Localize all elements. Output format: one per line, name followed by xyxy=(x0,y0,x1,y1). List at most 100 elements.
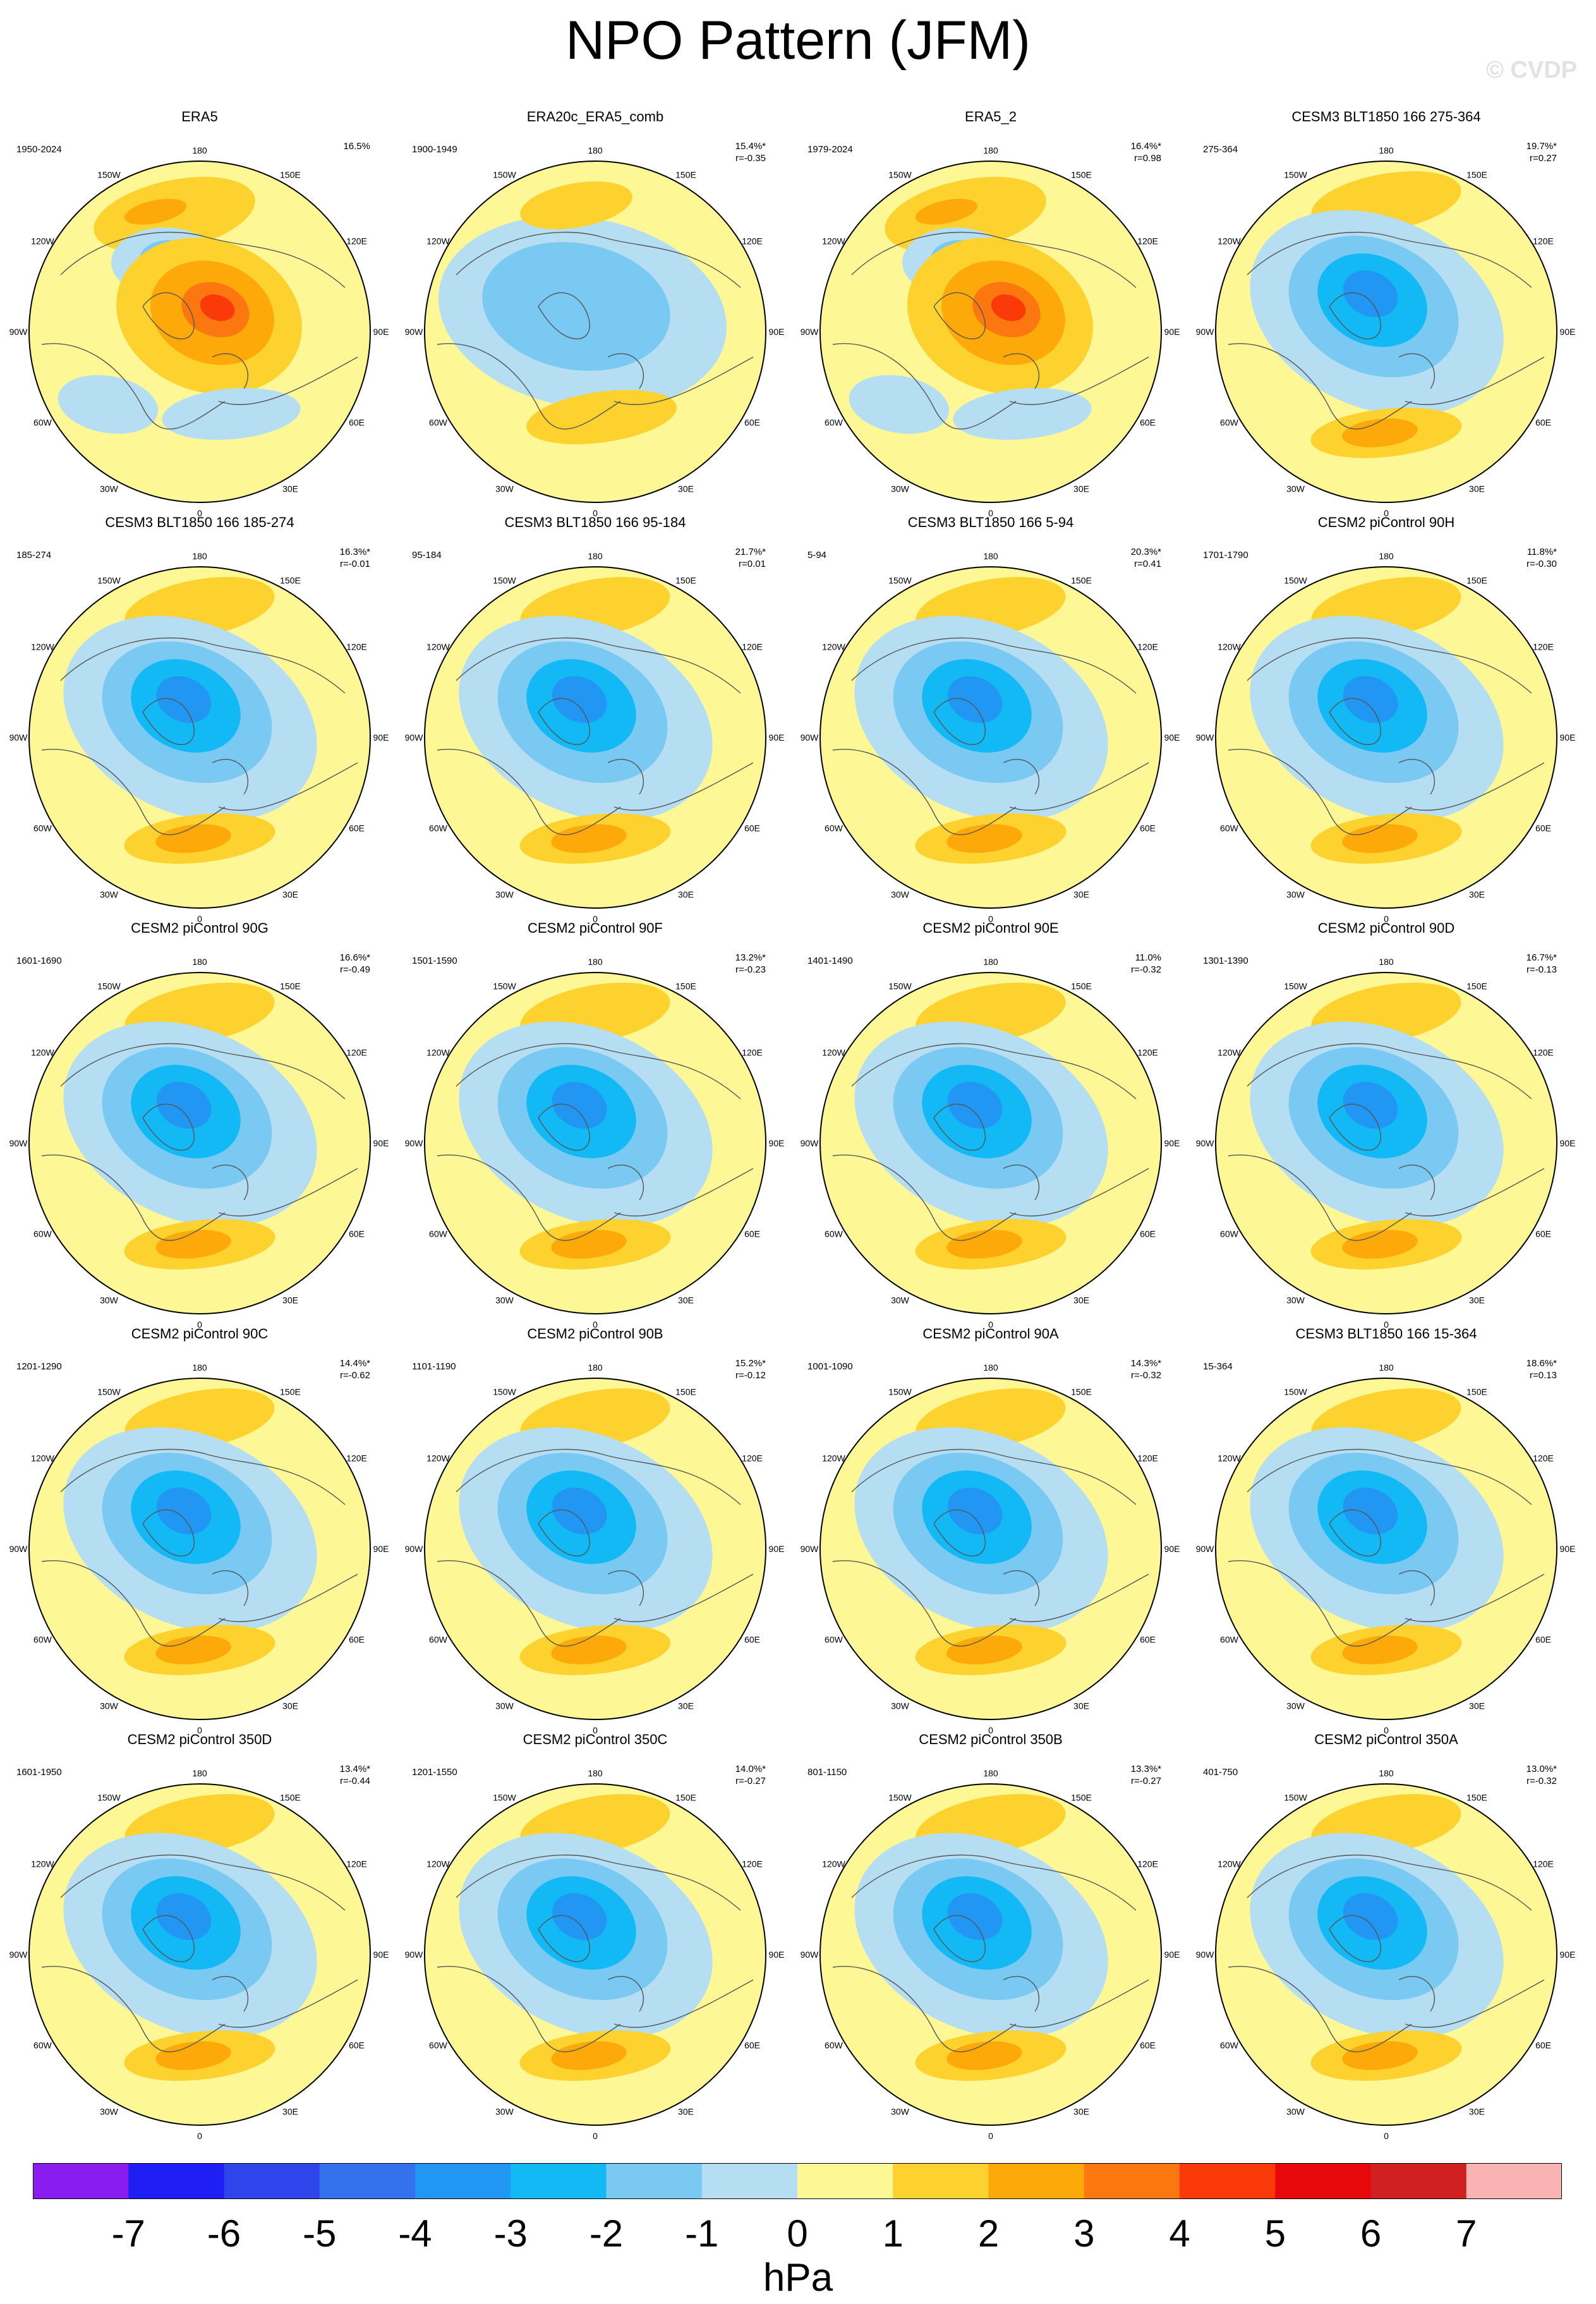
lon-label: 120W xyxy=(426,642,450,652)
polar-map: 180 150E 120E 90E 60E 30E 0 30W 60W 90W 120W 150W xyxy=(1196,1362,1576,1735)
page-title: NPO Pattern (JFM) xyxy=(565,10,1031,71)
map-boundary xyxy=(1215,161,1557,503)
lon-label: 30W xyxy=(100,890,119,900)
map-panel: ERA5_2 1979-2024 16.4%* r=0.98 180 150E 120E 90… xyxy=(795,107,1187,518)
lon-label: 120W xyxy=(1218,1048,1241,1058)
lon-label: 30E xyxy=(282,1701,298,1711)
colorbar-tick: -4 xyxy=(398,2212,432,2255)
lon-label: 30E xyxy=(678,484,694,494)
lon-label: 120W xyxy=(426,1859,450,1869)
coastlines xyxy=(1228,231,1545,430)
lon-label: 150W xyxy=(493,1386,516,1397)
panel-stats: 14.3%* r=-0.32 xyxy=(1131,1357,1161,1381)
panel-correlation: r=-0.13 xyxy=(1526,964,1557,975)
panel-title: CESM3 BLT1850 166 95-184 xyxy=(504,514,686,530)
lon-label: 30W xyxy=(100,484,119,494)
watermark: © CVDP xyxy=(1485,57,1577,83)
lon-label: 90E xyxy=(1560,732,1576,743)
lon-label: 180 xyxy=(1379,957,1394,967)
polar-map: 180 150E 120E 90E 60E 30E 0 30W 60W 90W 120W 150W xyxy=(405,551,785,924)
lon-label: 30W xyxy=(100,1701,119,1711)
lon-label: 0 xyxy=(593,1725,598,1735)
panel-title: CESM2 piControl 90E xyxy=(922,920,1059,936)
lon-label: 60E xyxy=(1535,1635,1551,1645)
lon-label: 30E xyxy=(1469,484,1485,494)
lon-label: 150E xyxy=(1466,1792,1487,1802)
panel-title: CESM2 piControl 350B xyxy=(919,1731,1063,1747)
panel-variance-explained: 13.3%* xyxy=(1130,1764,1161,1774)
panel-stats: 14.4%* r=-0.62 xyxy=(340,1357,370,1381)
lon-label: 60E xyxy=(349,2040,365,2051)
panel-variance-explained: 14.4%* xyxy=(339,1358,370,1369)
panel-correlation: r=-0.27 xyxy=(1131,1776,1161,1786)
lon-label: 90E xyxy=(769,732,785,743)
lon-label: 120E xyxy=(346,642,367,652)
panel-stats: 15.4%* r=-0.35 xyxy=(735,140,766,164)
panel-correlation: r=-0.49 xyxy=(340,964,370,975)
map-boundary xyxy=(424,1378,766,1720)
lon-label: 150E xyxy=(1466,981,1487,991)
negative-anomaly-contour xyxy=(57,375,159,434)
colorbar-swatch xyxy=(1275,2163,1371,2199)
lon-label: 30W xyxy=(1286,484,1305,494)
lon-label: 120W xyxy=(31,642,54,652)
panel-stats: 18.6%* r=0.13 xyxy=(1526,1357,1557,1381)
lon-label: 90E xyxy=(769,1544,785,1554)
positive-anomaly-contour xyxy=(200,294,235,322)
lon-label: 150E xyxy=(675,1792,696,1802)
positive-anomaly-contour xyxy=(1342,418,1418,447)
lon-label: 0 xyxy=(197,914,202,924)
lon-label: 120E xyxy=(742,1048,763,1058)
negative-anomaly-contour xyxy=(947,676,1003,723)
panel-correlation: r=0.13 xyxy=(1530,1370,1557,1381)
panel-variance-explained: 16.3%* xyxy=(339,547,370,557)
lon-label: 120E xyxy=(1533,1859,1554,1869)
colorbar-swatch xyxy=(415,2163,511,2199)
lon-label: 90E xyxy=(1560,1544,1576,1554)
positive-anomaly-contour xyxy=(155,1230,231,1259)
lon-label: 30W xyxy=(495,890,514,900)
lon-label: 90E xyxy=(1164,1544,1180,1554)
lon-label: 150E xyxy=(1071,1792,1092,1802)
lon-label: 90W xyxy=(405,1544,424,1554)
lon-label: 60E xyxy=(1535,1229,1551,1239)
lon-label: 90E xyxy=(373,1138,389,1148)
lon-label: 120E xyxy=(1137,1453,1158,1464)
lon-label: 60W xyxy=(1220,1229,1239,1239)
panel-years: 275-364 xyxy=(1203,144,1238,155)
positive-anomaly-contour xyxy=(946,1230,1022,1259)
panel-correlation: r=-0.12 xyxy=(735,1370,766,1381)
lon-label: 180 xyxy=(983,551,998,561)
panel-stats: 14.0%* r=-0.27 xyxy=(735,1763,766,1787)
positive-anomaly-contour xyxy=(155,2041,231,2070)
panel-years: 1601-1690 xyxy=(16,955,62,966)
map-boundary xyxy=(28,161,371,503)
map-panel: CESM2 piControl 90F 1501-1590 13.2%* r=-0.2… xyxy=(399,919,791,1330)
panel-years: 401-750 xyxy=(1203,1767,1238,1778)
lon-label: 120E xyxy=(1533,236,1554,246)
lon-label: 0 xyxy=(593,2131,598,2141)
panel-variance-explained: 13.2%* xyxy=(735,952,766,963)
lon-label: 180 xyxy=(192,957,207,967)
lon-label: 30W xyxy=(100,1295,119,1306)
negative-anomaly-contour xyxy=(947,1082,1003,1129)
lon-label: 60W xyxy=(429,418,448,428)
colorbar-tick: -7 xyxy=(111,2212,145,2255)
colorbar-swatch xyxy=(893,2163,989,2199)
lon-label: 120E xyxy=(742,236,763,246)
lon-label: 120E xyxy=(1137,642,1158,652)
lon-label: 120E xyxy=(346,1859,367,1869)
panel-years: 1101-1190 xyxy=(412,1361,456,1372)
map-panel: CESM2 piControl 350C 1201-1550 14.0%* r=-0.… xyxy=(399,1730,791,2141)
panel-years: 1950-2024 xyxy=(16,144,62,155)
panel-title: ERA5 xyxy=(181,109,218,124)
lon-label: 120W xyxy=(1218,236,1241,246)
panel-stats: 11.8%* r=-0.30 xyxy=(1526,546,1557,570)
map-boundary xyxy=(424,161,766,503)
lon-label: 0 xyxy=(988,1319,993,1330)
lon-label: 90W xyxy=(801,1138,819,1148)
colorbar-swatch xyxy=(319,2163,416,2199)
polar-map: 180 150E 120E 90E 60E 30E 0 30W 60W 90W 120W 150W xyxy=(405,1768,785,2141)
lon-label: 60E xyxy=(1140,1229,1156,1239)
lon-label: 150W xyxy=(97,575,121,585)
